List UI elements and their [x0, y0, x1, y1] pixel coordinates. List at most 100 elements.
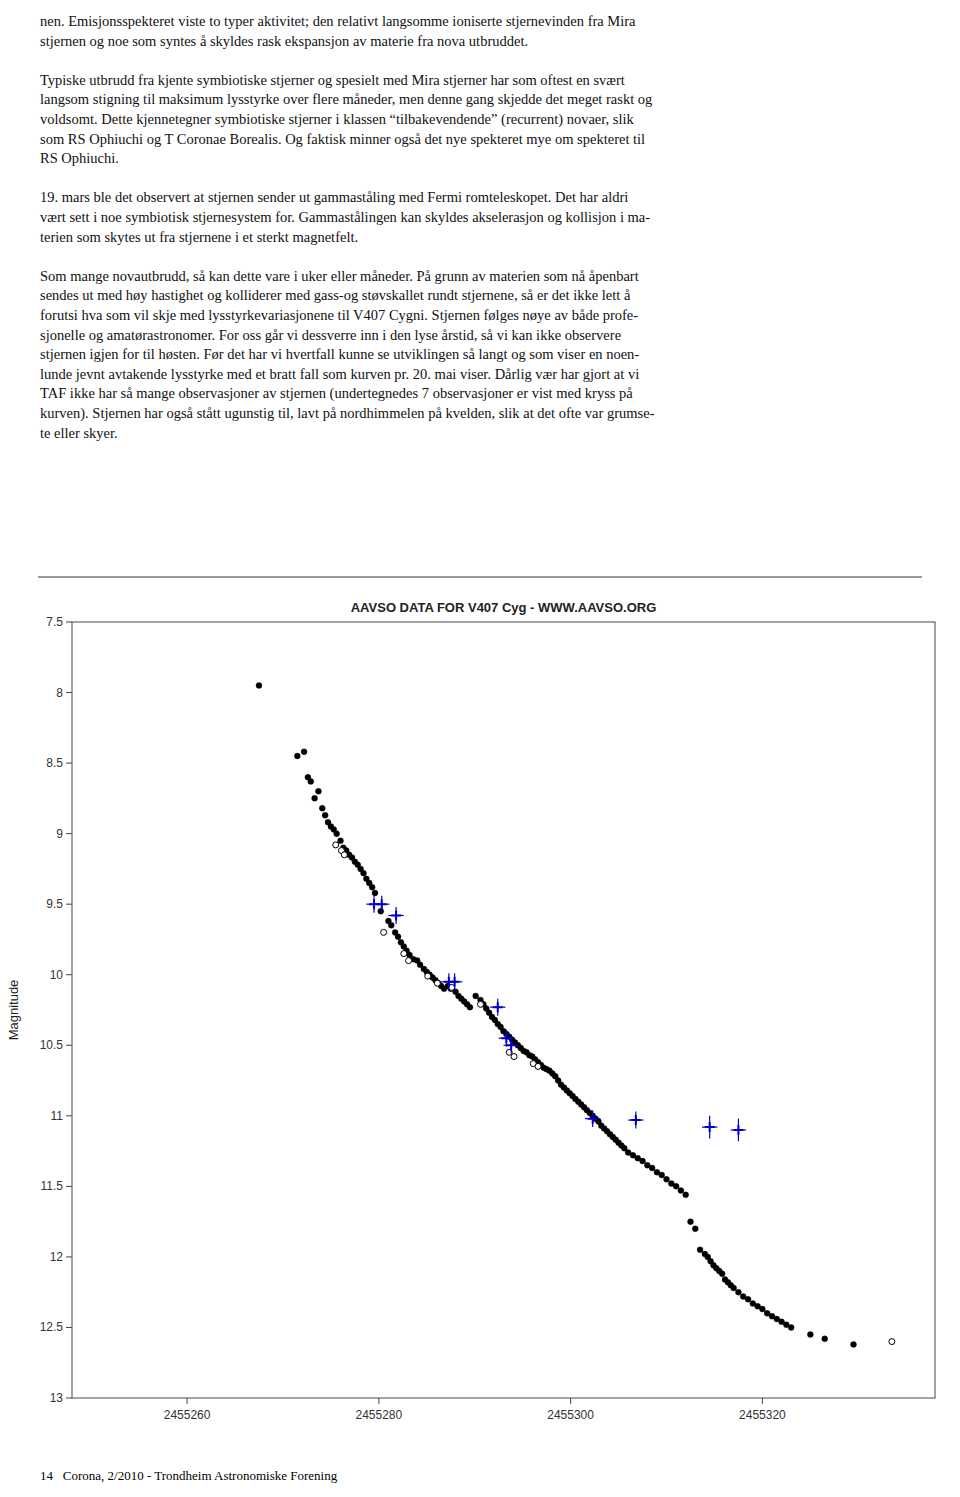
y-tick-label: 9: [56, 827, 63, 841]
y-tick: [66, 1256, 72, 1257]
filled-dot: [308, 778, 314, 784]
filled-dot: [683, 1192, 689, 1198]
x-tick-label: 2455300: [547, 1408, 594, 1422]
axes: 24552602455280245530024553207.588.599.51…: [40, 615, 935, 1422]
error-point: [702, 1116, 717, 1139]
filled-dot: [388, 922, 394, 928]
filled-dot: [372, 890, 378, 896]
y-tick: [66, 763, 72, 764]
plus-marker: [705, 1122, 715, 1132]
filled-dot: [759, 1306, 765, 1312]
x-tick-label: 2455280: [355, 1408, 402, 1422]
open-dot: [535, 1063, 541, 1069]
y-tick-label: 11.5: [41, 1179, 64, 1193]
y-tick: [66, 692, 72, 693]
open-dot: [434, 980, 440, 986]
filled-dot: [664, 1176, 670, 1182]
chart-title: AAVSO DATA FOR V407 Cyg - WWW.AAVSO.ORG: [351, 600, 657, 615]
filled-dot: [692, 1226, 698, 1232]
error-point: [731, 1119, 746, 1142]
text-block: nen. Emisjonsspekteret viste to typer ak…: [40, 13, 655, 441]
filled-dot: [719, 1271, 725, 1277]
y-tick: [66, 622, 72, 623]
plus-marker: [733, 1125, 743, 1135]
filled-dot: [361, 870, 367, 876]
paragraph-line: lunde jevnt avtakende lysstyrke med et b…: [40, 366, 639, 382]
paragraph-line: TAF ikke har så mange observasjoner av s…: [40, 385, 633, 402]
paragraph-line: langsom stigning til maksimum lysstyrke …: [40, 91, 652, 107]
error-point: [447, 973, 462, 990]
paragraph-line: kurven). Stjernen har også stått ugunsti…: [40, 405, 655, 422]
y-tick: [66, 833, 72, 834]
paragraph-line: RS Ophiuchi.: [40, 150, 119, 166]
filled-dot: [319, 805, 325, 811]
open-dot: [341, 852, 347, 858]
y-tick-label: 13: [50, 1391, 64, 1405]
paragraph-line: terien som skytes ut fra stjernene i et …: [40, 229, 358, 245]
y-tick: [66, 1327, 72, 1328]
error-point: [490, 999, 505, 1016]
y-axis-label: Magnitude: [6, 980, 21, 1041]
filled-dot: [697, 1247, 703, 1253]
y-tick: [66, 904, 72, 905]
error-point: [388, 907, 403, 924]
y-tick-label: 7.5: [46, 615, 63, 629]
rule: [38, 577, 922, 578]
series: [366, 896, 746, 1141]
plus-marker: [501, 1033, 511, 1043]
y-tick-label: 12: [50, 1250, 64, 1264]
x-tick-label: 2455260: [164, 1408, 211, 1422]
y-tick: [66, 1398, 72, 1399]
plot-frame: [72, 622, 935, 1398]
x-tick: [378, 1398, 379, 1404]
filled-dot: [659, 1172, 665, 1178]
open-dot: [406, 958, 412, 964]
page: { "paragraphs": [ [ "nen. Emisjonsspekte…: [0, 0, 960, 1497]
paragraph-line: nen. Emisjonsspekteret viste to typer ak…: [40, 13, 636, 29]
series: [333, 842, 895, 1345]
y-tick-label: 9.5: [46, 897, 63, 911]
x-tick-label: 2455320: [739, 1408, 786, 1422]
y-tick-label: 12.5: [40, 1320, 64, 1334]
paragraph-line: voldsomt. Dette kjennetegner symbiotiske…: [40, 111, 634, 128]
paragraph-line: Typiske utbrudd fra kjente symbiotiske s…: [40, 72, 625, 88]
filled-dot: [687, 1219, 693, 1225]
paragraph-line: stjernen igjen for til høsten. Før det h…: [40, 346, 639, 362]
x-tick: [762, 1398, 763, 1404]
filled-dot: [807, 1332, 813, 1338]
filled-dot: [678, 1188, 684, 1194]
plus-marker: [588, 1114, 598, 1124]
filled-dot: [301, 749, 307, 755]
chart: AAVSO DATA FOR V407 Cyg - WWW.AAVSO.ORG M…: [6, 600, 935, 1422]
plot-area: [256, 682, 895, 1347]
filled-dot: [822, 1336, 828, 1342]
paragraph-line: som RS Ophiuchi og T Coronae Borealis. O…: [40, 131, 645, 147]
y-tick: [66, 1045, 72, 1046]
filled-dot: [731, 1285, 737, 1291]
x-tick: [570, 1398, 571, 1404]
paragraph-line: sjonelle og amatørastronomer. For oss gå…: [40, 327, 621, 343]
filled-dot: [369, 884, 375, 890]
filled-dot: [312, 795, 318, 801]
filled-dot: [294, 753, 300, 759]
filled-dot: [788, 1324, 794, 1330]
y-tick-label: 11: [51, 1109, 64, 1123]
error-point: [504, 1037, 519, 1054]
filled-dot: [334, 831, 340, 837]
filled-dot: [256, 682, 262, 688]
open-dot: [477, 1001, 483, 1007]
y-tick-label: 10: [50, 968, 64, 982]
open-dot: [425, 973, 431, 979]
open-dot: [381, 929, 387, 935]
y-tick: [66, 974, 72, 975]
error-point: [628, 1112, 643, 1129]
filled-dot: [735, 1289, 741, 1295]
filled-dot: [395, 934, 401, 940]
open-dot: [511, 1054, 517, 1060]
paragraph-line: vært sett i noe symbiotisk stjernesystem…: [40, 209, 650, 225]
x-tick: [187, 1398, 188, 1404]
plus-marker: [450, 977, 460, 987]
open-dot: [333, 842, 339, 848]
filled-dot: [649, 1165, 655, 1171]
filled-dot: [640, 1158, 646, 1164]
